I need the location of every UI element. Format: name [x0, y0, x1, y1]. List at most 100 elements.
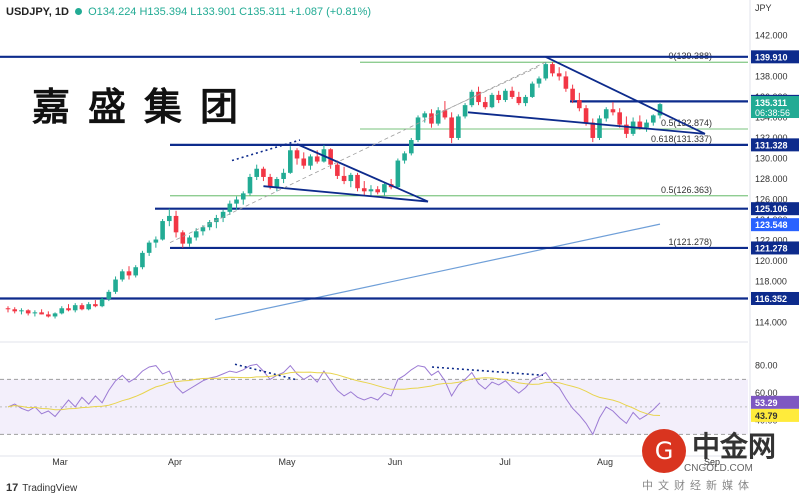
publisher-logo: G 中金网 CNGOLD.COM 中文财经新媒体	[642, 425, 792, 495]
candle-body	[261, 168, 266, 177]
key-level-badge-bg	[751, 138, 799, 152]
candle-body	[72, 305, 78, 311]
candle-body	[25, 310, 31, 314]
candle-body	[227, 203, 233, 212]
candle-body	[570, 88, 575, 101]
candle-body	[193, 231, 199, 238]
candle-body	[59, 308, 65, 314]
dotted-trend-line	[231, 139, 301, 162]
price-axis-tick: 142.000	[755, 30, 788, 40]
candle-body	[550, 64, 555, 74]
candle-body	[140, 252, 145, 268]
market-status-icon	[75, 8, 83, 15]
fib-level-label: 0.5(132.874)	[661, 118, 712, 128]
candle-body	[583, 108, 589, 123]
symbol-label[interactable]: USDJPY, 1D	[6, 6, 69, 18]
price-axis-tick: 132.000	[755, 133, 788, 143]
key-level-badge: 125.106	[755, 204, 788, 214]
candle-body	[126, 271, 132, 276]
candle-body	[536, 78, 542, 84]
candle-body	[153, 239, 159, 243]
candle-body	[516, 96, 522, 104]
candle-body	[66, 308, 71, 311]
candle-body	[577, 100, 582, 109]
rsi-ma-value-badge-bg	[751, 408, 799, 422]
candle-body	[301, 158, 307, 166]
candle-body	[308, 156, 313, 166]
key-level-badge: 139.910	[755, 52, 788, 62]
candle-body	[247, 176, 253, 194]
candle-body	[328, 149, 333, 165]
candle-body	[93, 304, 98, 307]
candle-body	[402, 153, 407, 161]
key-level-badge: 116.352	[755, 294, 787, 304]
tradingview-text: TradingView	[22, 482, 78, 494]
candle-body	[314, 156, 320, 162]
candle-body	[503, 90, 508, 101]
candle-body	[563, 76, 569, 89]
ohlc-readout: O134.224 H135.394 L133.901 C135.311 +1.0…	[88, 6, 372, 18]
candle-body	[644, 122, 649, 128]
candle-body	[429, 113, 434, 124]
price-axis-tick: 138.000	[755, 71, 788, 81]
candle-body	[187, 237, 192, 244]
candle-body	[19, 310, 24, 312]
candle-body	[603, 109, 609, 119]
trend-line	[296, 143, 429, 203]
rsi-ma-value-badge: 43.79	[755, 411, 778, 421]
tradingview-brand[interactable]: 17 TradingView	[6, 482, 77, 494]
ma-level-badge: 123.548	[755, 220, 788, 230]
price-axis-tick: 120.000	[755, 256, 788, 266]
chart-header: USDJPY, 1D O134.224 H135.394 L133.901 C1…	[6, 6, 371, 18]
time-axis-tick: Sep	[704, 457, 720, 467]
watermark-text: 嘉盛集团	[32, 85, 257, 129]
ma-level-badge-bg	[751, 218, 799, 232]
candle-body	[617, 112, 622, 125]
candle-body	[523, 96, 528, 104]
candle-body	[12, 309, 18, 312]
candle-body	[341, 175, 347, 182]
candle-body	[180, 232, 186, 244]
fib-level-label: 1(121.278)	[668, 237, 712, 247]
publisher-tagline: 中文财经新媒体	[642, 479, 754, 492]
candle-body	[462, 105, 468, 117]
candle-body	[449, 117, 454, 138]
candle-body	[288, 150, 293, 173]
candle-body	[361, 188, 367, 192]
rsi-axis-tick: 80.00	[755, 361, 778, 371]
price-axis-tick: 128.000	[755, 174, 788, 184]
candle-body	[274, 179, 280, 188]
candle-body	[482, 102, 488, 108]
candle-body	[422, 113, 428, 118]
candle-body	[46, 314, 51, 317]
time-axis-tick: Apr	[168, 457, 182, 467]
candle-body	[597, 118, 602, 138]
candle-body	[415, 117, 421, 141]
key-level-badge-bg	[751, 202, 799, 216]
fib-level-label: 0.5(126.363)	[661, 185, 712, 195]
candle-body	[529, 83, 535, 97]
candle-body	[106, 291, 112, 300]
candle-body	[348, 174, 354, 182]
candle-body	[5, 308, 11, 310]
candle-body	[146, 242, 152, 253]
price-axis-tick: 114.000	[755, 318, 787, 328]
rsi-divergence-line	[431, 366, 544, 377]
dashed-fib-anchor-line	[444, 65, 541, 111]
candle-body	[624, 124, 629, 134]
candle-body	[240, 193, 246, 200]
candle-body	[220, 211, 226, 218]
price-axis-tick: 122.000	[755, 236, 788, 246]
candle-body	[113, 279, 118, 292]
candle-body	[556, 73, 562, 77]
time-axis-tick: Jul	[499, 457, 511, 467]
candle-body	[489, 94, 495, 108]
candle-body	[610, 109, 616, 113]
candle-body	[160, 221, 165, 240]
key-level-badge-bg	[751, 241, 799, 255]
candle-body	[99, 299, 105, 307]
candle-body	[79, 305, 85, 310]
candle-body	[375, 189, 380, 193]
candle-body	[657, 104, 663, 116]
key-level-badge: 131.328	[755, 140, 788, 150]
